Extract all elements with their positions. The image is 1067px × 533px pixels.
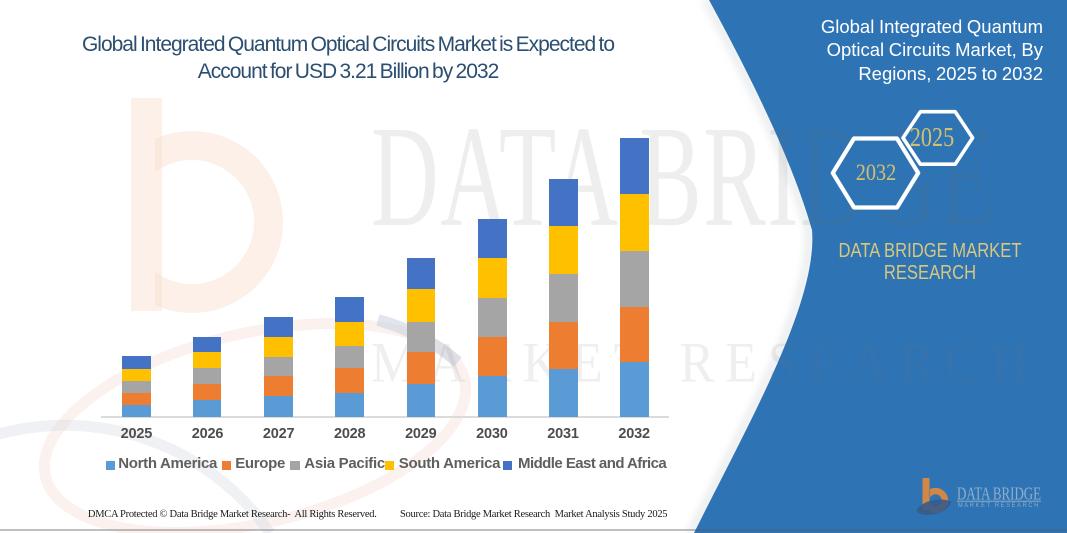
svg-text:MARKET RESEARCH: MARKET RESEARCH: [958, 502, 1040, 509]
svg-text:DATA BRIDGE: DATA BRIDGE: [957, 483, 1041, 503]
